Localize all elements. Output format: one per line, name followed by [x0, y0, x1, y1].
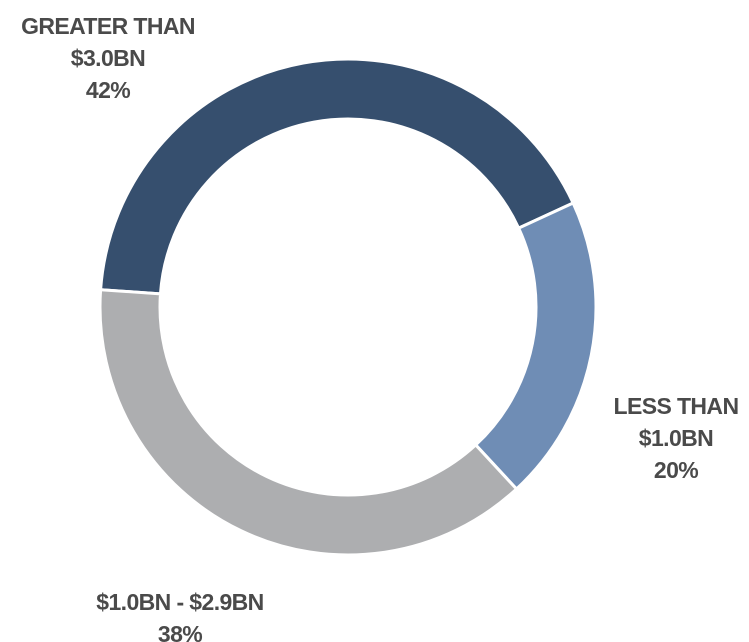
category-label: $1.0BN - $2.9BN [96, 589, 264, 615]
value-label: 20% [653, 457, 699, 483]
segment-label: GREATER THAN $3.0BN 42% [3, 10, 213, 106]
donut-segment [473, 200, 598, 492]
donut-segment [98, 288, 519, 557]
segment-label: $1.0BN - $2.9BN 38% [50, 586, 310, 642]
category-label: GREATER THAN $3.0BN [21, 13, 195, 71]
value-label: 38% [157, 621, 203, 642]
segment-label: LESS THAN $1.0BN 20% [601, 390, 749, 486]
value-label: 42% [85, 77, 131, 103]
donut-segment [99, 57, 576, 296]
category-label: LESS THAN $1.0BN [613, 393, 740, 451]
